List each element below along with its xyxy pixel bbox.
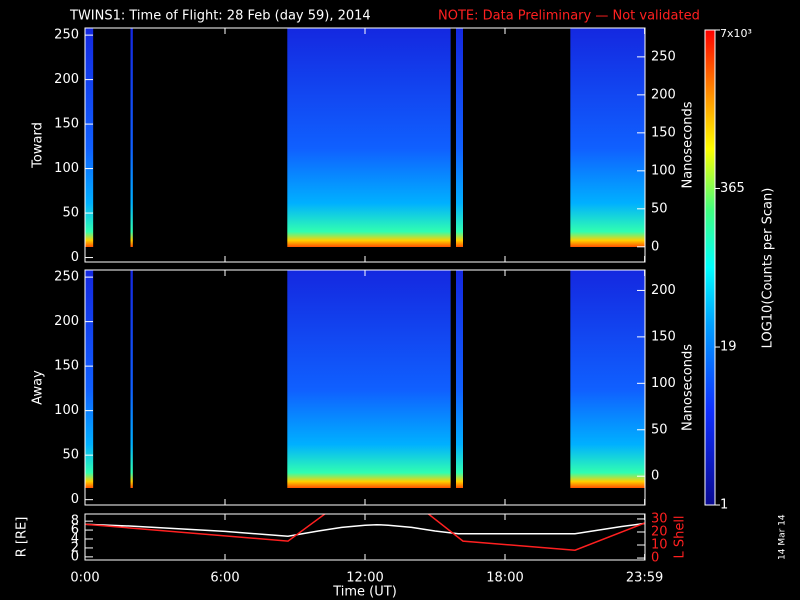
y2-axis-label: Nanoseconds [681, 101, 696, 188]
y-tick-label: 0 [71, 492, 79, 507]
y2-tick-label: 0 [651, 469, 659, 484]
y2-tick-label: 200 [651, 283, 676, 298]
y2-tick-label: 150 [651, 329, 676, 344]
y-axis-label: R [RE] [15, 517, 30, 558]
y-tick-label: 0 [71, 250, 79, 265]
y-tick-label: 50 [62, 448, 79, 463]
y-tick-label: 150 [54, 117, 79, 132]
spectrogram-block [287, 270, 451, 488]
colorbar-tick-label: 1 [720, 498, 728, 513]
y-tick-label: 250 [54, 270, 79, 285]
y2-tick-label: 50 [651, 422, 668, 437]
x-tick-label: 6:00 [210, 571, 239, 586]
panel-frame [84, 513, 646, 561]
x-tick-label: 0:00 [70, 571, 99, 586]
x-axis-label: Time (UT) [332, 585, 397, 600]
spectrogram-block [456, 28, 463, 247]
y-tick-label: 6 [71, 523, 79, 538]
y2-tick-label: 200 [651, 87, 676, 102]
spectrogram-block [130, 270, 133, 488]
y2-axis-label: Nanoseconds [681, 344, 696, 431]
y-tick-label: 0 [71, 549, 79, 564]
x-tick-label: 18:00 [486, 571, 523, 586]
colorbar-tick-label: 7x10³ [720, 27, 752, 40]
y-tick-label: 250 [54, 28, 79, 43]
spectrogram-block [287, 28, 451, 247]
series-line [85, 514, 645, 551]
y-axis-label: Away [31, 370, 46, 405]
y2-tick-label: 10 [651, 538, 668, 553]
y-axis-label: Toward [31, 122, 46, 169]
x-tick-label: 23:59 [626, 571, 663, 586]
side-date: 14 Mar 14 [778, 514, 788, 560]
y-tick-label: 8 [71, 514, 79, 529]
colorbar-tick-label: 365 [720, 181, 745, 196]
y2-tick-label: 100 [651, 163, 676, 178]
y-tick-label: 2 [71, 540, 79, 555]
y-tick-label: 150 [54, 359, 79, 374]
y2-tick-label: 150 [651, 125, 676, 140]
spectrogram-block [85, 270, 94, 488]
x-tick-label: 12:00 [346, 571, 383, 586]
colorbar-tick-label: 19 [720, 340, 737, 355]
series-line [85, 522, 645, 538]
y2-axis-label: L Shell [673, 515, 688, 558]
y2-tick-label: 20 [651, 524, 668, 539]
y-tick-label: 4 [71, 532, 79, 547]
colorbar-label: LOG10(Counts per Scan) [761, 188, 776, 349]
spectrogram-block [85, 28, 94, 247]
title: TWINS1: Time of Flight: 28 Feb (day 59),… [69, 9, 371, 24]
y2-tick-label: 100 [651, 376, 676, 391]
spectrogram-block [570, 270, 645, 488]
y-tick-label: 200 [54, 314, 79, 329]
note: NOTE: Data Preliminary — Not validated [438, 9, 700, 24]
y-tick-label: 100 [54, 403, 79, 418]
y-tick-label: 100 [54, 161, 79, 176]
y-tick-label: 200 [54, 72, 79, 87]
colorbar [704, 29, 716, 506]
spectrogram-block [130, 28, 133, 247]
spectrogram-block [570, 28, 645, 247]
y-tick-label: 50 [62, 206, 79, 221]
y2-tick-label: 0 [651, 239, 659, 254]
spectrogram-block [456, 270, 463, 488]
y2-tick-label: 250 [651, 49, 676, 64]
y2-tick-label: 50 [651, 201, 668, 216]
y2-tick-label: 30 [651, 511, 668, 526]
y2-tick-label: 0 [651, 551, 659, 566]
